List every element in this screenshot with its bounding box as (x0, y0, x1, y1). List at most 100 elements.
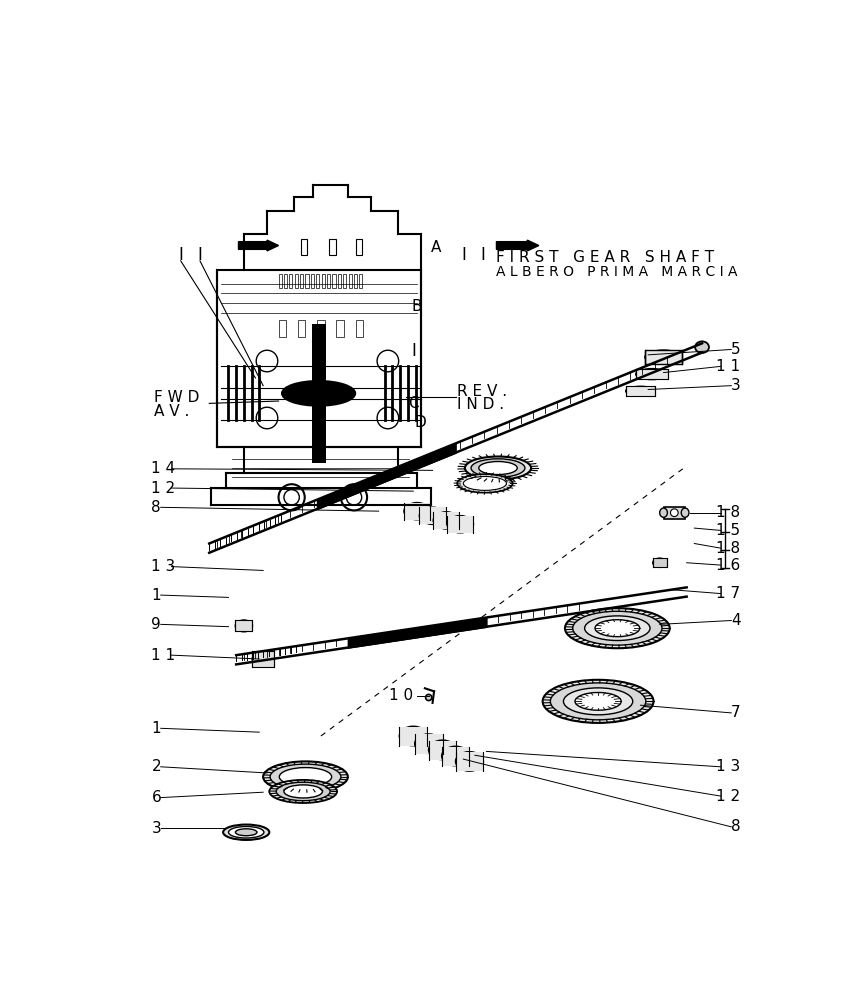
Ellipse shape (636, 369, 669, 379)
Text: C: C (408, 396, 419, 411)
Ellipse shape (471, 459, 525, 477)
Text: D: D (415, 415, 426, 430)
Ellipse shape (450, 518, 470, 530)
Text: I N D .: I N D . (457, 397, 504, 412)
Ellipse shape (479, 461, 517, 475)
Text: 1 7: 1 7 (716, 586, 740, 601)
Text: 1 2: 1 2 (716, 789, 740, 804)
Bar (317, 320, 324, 337)
Ellipse shape (432, 743, 453, 757)
Text: A L B E R O   P R I M A   M A R C I A: A L B E R O P R I M A M A R C I A (496, 265, 738, 279)
Bar (433, 512, 460, 529)
Bar (300, 274, 303, 288)
Bar (327, 274, 330, 288)
Text: A V .: A V . (154, 404, 189, 419)
Text: I: I (178, 246, 183, 264)
Ellipse shape (653, 558, 667, 567)
Bar (300, 239, 307, 255)
Text: R E V .: R E V . (457, 384, 508, 399)
Bar (626, 386, 655, 396)
Ellipse shape (595, 620, 639, 637)
Bar (278, 274, 282, 288)
Ellipse shape (429, 740, 456, 759)
Ellipse shape (563, 688, 633, 715)
Ellipse shape (270, 764, 341, 790)
Bar (400, 727, 427, 746)
Text: I: I (480, 246, 485, 264)
Ellipse shape (253, 651, 274, 667)
Bar (253, 651, 274, 667)
Text: 1: 1 (152, 721, 161, 736)
Ellipse shape (442, 746, 469, 766)
Text: 1 2: 1 2 (152, 481, 175, 496)
Bar (663, 507, 685, 519)
Bar (312, 324, 325, 463)
Bar (235, 620, 253, 631)
Bar (343, 274, 347, 288)
Bar (284, 274, 287, 288)
Bar (294, 274, 298, 288)
Text: I: I (412, 342, 417, 360)
Bar (316, 274, 319, 288)
Text: 8: 8 (152, 500, 161, 515)
Bar (419, 507, 446, 524)
Ellipse shape (223, 825, 270, 840)
Ellipse shape (284, 785, 323, 798)
Ellipse shape (400, 726, 427, 746)
Ellipse shape (640, 370, 663, 378)
Circle shape (670, 509, 678, 517)
Ellipse shape (575, 692, 621, 710)
Bar (442, 747, 469, 766)
Bar (404, 503, 431, 520)
Text: 6: 6 (152, 790, 161, 805)
Text: 1 3: 1 3 (716, 759, 740, 774)
Circle shape (425, 694, 431, 701)
Bar (289, 274, 293, 288)
Ellipse shape (255, 654, 270, 664)
Text: 1 0: 1 0 (389, 688, 413, 703)
Ellipse shape (550, 683, 645, 720)
Ellipse shape (650, 352, 677, 362)
Ellipse shape (455, 752, 484, 771)
Ellipse shape (235, 829, 257, 836)
Bar (332, 274, 336, 288)
Text: 1 3: 1 3 (152, 559, 175, 574)
Bar (447, 516, 473, 533)
Bar (311, 274, 314, 288)
Bar (415, 734, 443, 754)
Ellipse shape (695, 341, 709, 353)
Ellipse shape (279, 768, 331, 786)
Text: F W D: F W D (154, 390, 199, 405)
Ellipse shape (457, 474, 513, 493)
Text: F I R S T   G E A R   S H A F T: F I R S T G E A R S H A F T (496, 250, 715, 265)
Text: 4: 4 (731, 613, 740, 628)
Text: 1 8: 1 8 (716, 505, 740, 520)
FancyArrow shape (496, 240, 538, 251)
FancyArrow shape (239, 240, 278, 251)
Text: 8: 8 (731, 819, 740, 834)
Text: 2: 2 (152, 759, 161, 774)
Ellipse shape (270, 780, 337, 803)
Ellipse shape (235, 620, 253, 632)
Ellipse shape (543, 680, 653, 723)
Text: 1 8: 1 8 (716, 541, 740, 556)
Ellipse shape (445, 749, 466, 763)
Ellipse shape (447, 516, 473, 533)
Bar (355, 320, 363, 337)
Ellipse shape (565, 608, 669, 648)
Bar (653, 558, 667, 567)
Ellipse shape (263, 761, 348, 792)
Ellipse shape (463, 477, 507, 490)
Ellipse shape (419, 507, 446, 524)
Text: 1 1: 1 1 (152, 648, 175, 663)
Bar (455, 752, 484, 771)
Ellipse shape (459, 754, 480, 768)
Text: 7: 7 (731, 705, 740, 720)
Ellipse shape (433, 512, 460, 529)
Ellipse shape (415, 734, 443, 753)
Ellipse shape (437, 514, 456, 527)
Bar (360, 274, 362, 288)
Bar (322, 274, 324, 288)
Bar (298, 320, 306, 337)
Bar (338, 274, 341, 288)
